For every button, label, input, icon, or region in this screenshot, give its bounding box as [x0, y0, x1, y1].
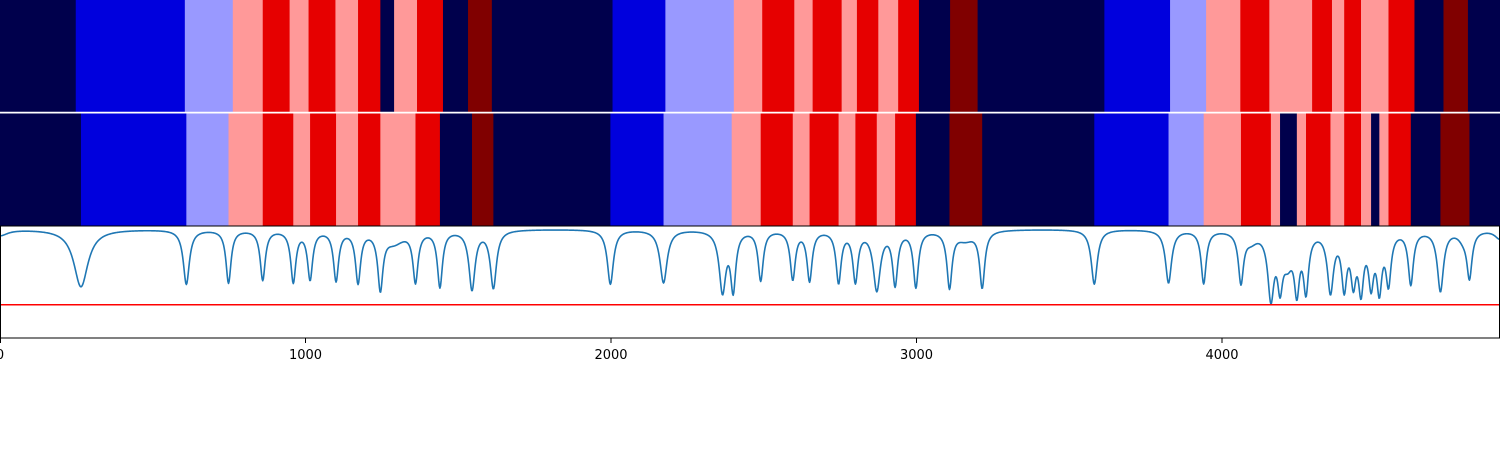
- heatmap-cell: [186, 113, 230, 226]
- heatmap-cell: [841, 0, 858, 112]
- heatmap-cell: [380, 0, 395, 112]
- heatmap-cell: [1306, 113, 1332, 226]
- heatmap-cell: [610, 113, 665, 226]
- heatmap-cell: [228, 113, 264, 226]
- heatmap-cell: [1280, 113, 1298, 226]
- heatmap-cell: [982, 113, 1095, 226]
- heatmap-cell: [1330, 113, 1345, 226]
- heatmap-cell: [1104, 0, 1171, 112]
- heatmap-cell: [1296, 113, 1307, 226]
- heatmap-cell: [289, 0, 310, 112]
- heatmap-cell: [1410, 113, 1442, 226]
- heatmap-cell: [0, 0, 77, 112]
- heatmap-cell: [1414, 0, 1445, 112]
- heatmap-cell: [876, 113, 896, 226]
- heatmap-cell: [809, 113, 840, 226]
- heatmap-cell: [977, 0, 1105, 112]
- heatmap-cell: [1467, 0, 1500, 112]
- heatmap-cell: [1168, 113, 1205, 226]
- x-tick-label: 4000: [1205, 348, 1238, 363]
- heatmap-cell: [358, 113, 381, 226]
- heatmap-cell: [472, 113, 494, 226]
- heatmap-cell: [1388, 0, 1416, 112]
- heatmap-cell: [1440, 113, 1471, 226]
- heatmap-cell: [915, 113, 951, 226]
- heatmap-cell: [1269, 0, 1313, 112]
- heatmap-cell: [1344, 113, 1362, 226]
- heatmap-cell: [358, 0, 381, 112]
- heatmap-cell: [856, 0, 879, 112]
- x-tick-label: 0: [0, 348, 4, 363]
- heatmap-cell: [1206, 0, 1241, 112]
- heatmap-cell: [898, 0, 920, 112]
- heatmap-cell: [262, 0, 291, 112]
- heatmap-cell: [415, 113, 441, 226]
- heatmap-cell: [760, 113, 794, 226]
- heatmap-cell: [855, 113, 878, 226]
- heatmap-cell: [1371, 113, 1380, 226]
- heatmap-cell: [1203, 113, 1242, 226]
- heatmap-cell: [493, 113, 611, 226]
- heatmap-cell: [394, 0, 418, 112]
- heatmap-cell: [468, 0, 493, 112]
- heatmap-cell: [439, 113, 473, 226]
- heatmap-cell: [794, 0, 814, 112]
- heatmap-cell: [950, 0, 979, 112]
- x-tick-label: 3000: [900, 348, 933, 363]
- segmentation-track-top: [0, 0, 1500, 112]
- heatmap-cell: [417, 0, 444, 112]
- heatmap-cell: [491, 0, 614, 112]
- heatmap-cell: [731, 113, 762, 226]
- heatmap-cell: [1312, 0, 1333, 112]
- heatmap-cell: [918, 0, 951, 112]
- heatmap-cell: [838, 113, 856, 226]
- heatmap-cell: [184, 0, 234, 112]
- heatmap-cell: [310, 113, 337, 226]
- heatmap-cell: [1170, 0, 1207, 112]
- heatmap-cell: [812, 0, 843, 112]
- heatmap-cell: [336, 113, 359, 226]
- heatmap-cell: [1469, 113, 1500, 226]
- heatmap-cell: [0, 113, 82, 226]
- heatmap-cell: [232, 0, 264, 112]
- heatmap-cell: [792, 113, 811, 226]
- heatmap-cell: [1270, 113, 1281, 226]
- heatmap-cell: [1379, 113, 1390, 226]
- heatmap-cell: [1361, 0, 1390, 112]
- heatmap-cell: [1344, 0, 1362, 112]
- x-tick-label: 1000: [289, 348, 322, 363]
- heatmap-cell: [80, 113, 187, 226]
- heatmap-cell: [442, 0, 469, 112]
- heatmap-cell: [665, 0, 735, 112]
- x-tick-label: 2000: [594, 348, 627, 363]
- heatmap-cell: [1388, 113, 1412, 226]
- heatmap-cell: [895, 113, 917, 226]
- heatmap-cell: [612, 0, 666, 112]
- heatmap-cell: [335, 0, 359, 112]
- heatmap-cell: [1361, 113, 1372, 226]
- heatmap-cell: [1240, 0, 1270, 112]
- heatmap-cell: [1331, 0, 1345, 112]
- heatmap-cell: [308, 0, 337, 112]
- heatmap-cell: [1094, 113, 1170, 226]
- heatmap-cell: [1443, 0, 1469, 112]
- x-axis: 0 1000 2000 3000 4000: [0, 338, 1239, 363]
- heatmap-cell: [1240, 113, 1272, 226]
- signal-panel-background: [0, 226, 1500, 338]
- heatmap-cell: [75, 0, 186, 112]
- heatmap-cell: [878, 0, 899, 112]
- signal-line: [0, 229, 1500, 305]
- heatmap-cell: [380, 113, 417, 226]
- heatmap-cell: [262, 113, 294, 226]
- heatmap-cell: [733, 0, 763, 112]
- heatmap-cell: [663, 113, 733, 226]
- heatmap-cell: [293, 113, 311, 226]
- segmentation-track-bottom: [0, 113, 1500, 226]
- heatmap-cell: [762, 0, 795, 112]
- heatmap-cell: [949, 113, 983, 226]
